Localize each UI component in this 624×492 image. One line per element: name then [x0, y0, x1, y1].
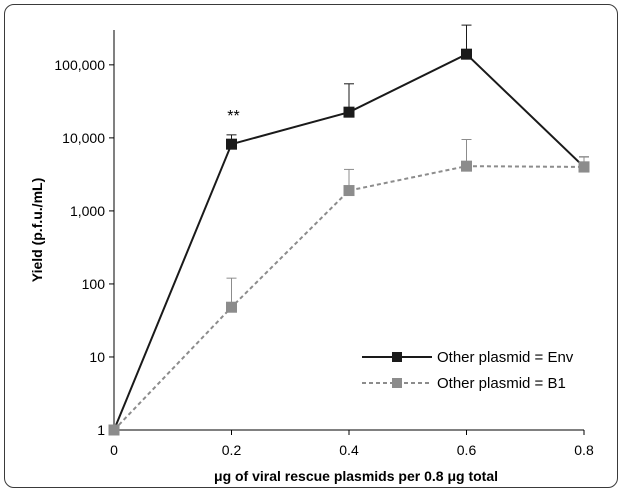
x-axis-ticks: 0 0.2 0.4 0.6 0.8 — [110, 430, 594, 458]
data-point — [226, 301, 237, 313]
y-axis-title: Yield (p.f.u./mL) — [29, 178, 45, 282]
legend-marker-b1 — [392, 378, 402, 388]
y-axis-ticks: 1 10 100 1,000 10,000 100,000 — [54, 57, 114, 438]
chart-frame — [4, 4, 618, 488]
x-tick-label: 0.4 — [339, 442, 359, 458]
data-point — [343, 185, 355, 197]
data-point — [226, 138, 237, 150]
data-point — [461, 48, 472, 60]
x-tick-label: 0.6 — [457, 442, 477, 458]
legend-item-b1: Other plasmid = B1 — [362, 375, 566, 392]
y-tick-label: 100 — [82, 276, 106, 292]
series-line — [113, 165, 585, 431]
x-tick-label: 0.8 — [574, 442, 594, 458]
y-tick-label: 1 — [97, 422, 105, 438]
x-tick-label: 0.2 — [222, 442, 242, 458]
legend-label-env: Other plasmid = Env — [437, 349, 574, 366]
x-axis-title: μg of viral rescue plasmids per 0.8 μg t… — [214, 468, 498, 484]
legend: Other plasmid = Env Other plasmid = B1 — [362, 349, 574, 392]
y-tick-label: 10,000 — [62, 130, 105, 146]
y-tick-label: 1,000 — [70, 203, 105, 219]
legend-marker-env — [392, 352, 402, 362]
legend-label-b1: Other plasmid = B1 — [437, 375, 566, 392]
significance-annotation: ** — [227, 108, 239, 125]
y-tick-label: 10 — [89, 349, 105, 365]
legend-item-env: Other plasmid = Env — [362, 349, 574, 366]
series-b1 — [108, 139, 590, 436]
data-point — [108, 424, 120, 436]
data-point — [461, 160, 472, 172]
data-point — [578, 161, 590, 173]
series-env — [108, 24, 590, 436]
data-point — [343, 106, 355, 118]
y-tick-label: 100,000 — [54, 57, 105, 73]
x-tick-label: 0 — [110, 442, 118, 458]
annotation-layer: ** — [227, 108, 239, 125]
series-layer — [108, 24, 590, 436]
